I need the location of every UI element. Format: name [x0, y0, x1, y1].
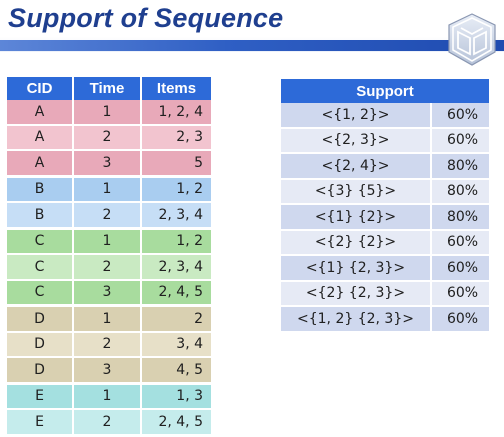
table-row: C 2 2, 3, 4 [7, 254, 211, 281]
table-row: <{2} {2}> 60% [281, 229, 489, 256]
column-header-time: Time [73, 77, 142, 100]
cid-cell: C [7, 279, 74, 307]
items-cell: 2, 4, 5 [141, 409, 211, 437]
support-value-cell: 60% [431, 127, 489, 154]
cid-cell: B [7, 202, 74, 230]
cid-cell: D [7, 331, 74, 358]
items-cell: 4, 5 [141, 357, 211, 385]
header-bar [0, 40, 504, 51]
time-cell: 1 [73, 176, 142, 203]
table-row: <{3} {5}> 80% [281, 178, 489, 205]
table-row: <{1} {2}> 80% [281, 204, 489, 231]
table-row: D 2 3, 4 [7, 331, 211, 358]
table-row: <{2} {2, 3}> 60% [281, 280, 489, 307]
support-table: Support <{1, 2}> 60% <{2, 3}> 60% <{2, 4}> 80… [281, 79, 489, 333]
cid-cell: B [7, 176, 74, 203]
table-row: B 1 1, 2 [7, 176, 211, 203]
cid-cell: D [7, 357, 74, 385]
items-cell: 2, 4, 5 [141, 279, 211, 307]
items-cell: 3, 4 [141, 331, 211, 358]
time-cell: 1 [73, 305, 142, 333]
table-row: E 2 2, 4, 5 [7, 409, 211, 437]
cid-cell: E [7, 409, 74, 437]
items-cell: 2, 3, 4 [141, 202, 211, 230]
support-value-cell: 80% [431, 204, 489, 231]
time-cell: 1 [73, 100, 142, 126]
cid-cell: A [7, 124, 74, 151]
table-row: <{1} {2, 3}> 60% [281, 255, 489, 282]
time-cell: 2 [73, 331, 142, 358]
cid-cell: C [7, 228, 74, 255]
column-header-items: Items [141, 77, 211, 100]
table-row: C 1 1, 2 [7, 228, 211, 255]
table-row: <{2, 3}> 60% [281, 127, 489, 154]
support-value-cell: 60% [431, 103, 489, 129]
time-cell: 2 [73, 202, 142, 230]
table-row: D 3 4, 5 [7, 357, 211, 385]
cid-cell: A [7, 150, 74, 178]
sequence-cell: <{1, 2}> [281, 103, 432, 129]
table-row: A 1 1, 2, 4 [7, 100, 211, 126]
time-cell: 2 [73, 124, 142, 151]
sequence-cell: <{1, 2} {2, 3}> [281, 306, 432, 333]
table-header-row: CID Time Items [7, 77, 211, 100]
items-cell: 1, 2, 4 [141, 100, 211, 126]
sequence-cell: <{3} {5}> [281, 178, 432, 205]
sequence-cell: <{1} {2}> [281, 204, 432, 231]
table-row: <{1, 2}> 60% [281, 103, 489, 129]
support-value-cell: 60% [431, 255, 489, 282]
sequence-cell: <{2} {2, 3}> [281, 280, 432, 307]
time-cell: 3 [73, 357, 142, 385]
items-cell: 1, 2 [141, 228, 211, 255]
cid-cell: E [7, 383, 74, 410]
cid-cell: C [7, 254, 74, 281]
slide-title: Support of Sequence [8, 3, 284, 33]
items-cell: 5 [141, 150, 211, 178]
time-cell: 2 [73, 409, 142, 437]
items-cell: 2 [141, 305, 211, 333]
sequence-cell: <{1} {2, 3}> [281, 255, 432, 282]
column-header-cid: CID [7, 77, 74, 100]
sequence-cell: <{2} {2}> [281, 229, 432, 256]
cid-cell: A [7, 100, 74, 126]
items-cell: 2, 3, 4 [141, 254, 211, 281]
table-row: A 2 2, 3 [7, 124, 211, 151]
table-row: <{2, 4}> 80% [281, 153, 489, 180]
items-cell: 2, 3 [141, 124, 211, 151]
sequence-cell: <{2, 4}> [281, 153, 432, 180]
column-header-support: Support [281, 79, 489, 103]
time-cell: 1 [73, 383, 142, 410]
time-cell: 2 [73, 254, 142, 281]
support-value-cell: 60% [431, 306, 489, 333]
sequence-cell: <{2, 3}> [281, 127, 432, 154]
table-row: B 2 2, 3, 4 [7, 202, 211, 230]
time-cell: 3 [73, 150, 142, 178]
table-row: <{1, 2} {2, 3}> 60% [281, 306, 489, 333]
cid-cell: D [7, 305, 74, 333]
support-value-cell: 80% [431, 153, 489, 180]
time-cell: 3 [73, 279, 142, 307]
table-header-row: Support [281, 79, 489, 103]
table-row: C 3 2, 4, 5 [7, 279, 211, 307]
books-logo-icon [448, 13, 496, 66]
items-cell: 1, 3 [141, 383, 211, 410]
table-row: E 1 1, 3 [7, 383, 211, 410]
support-value-cell: 60% [431, 229, 489, 256]
support-value-cell: 60% [431, 280, 489, 307]
support-value-cell: 80% [431, 178, 489, 205]
slide-header: Support of Sequence [0, 0, 504, 66]
time-cell: 1 [73, 228, 142, 255]
items-cell: 1, 2 [141, 176, 211, 203]
